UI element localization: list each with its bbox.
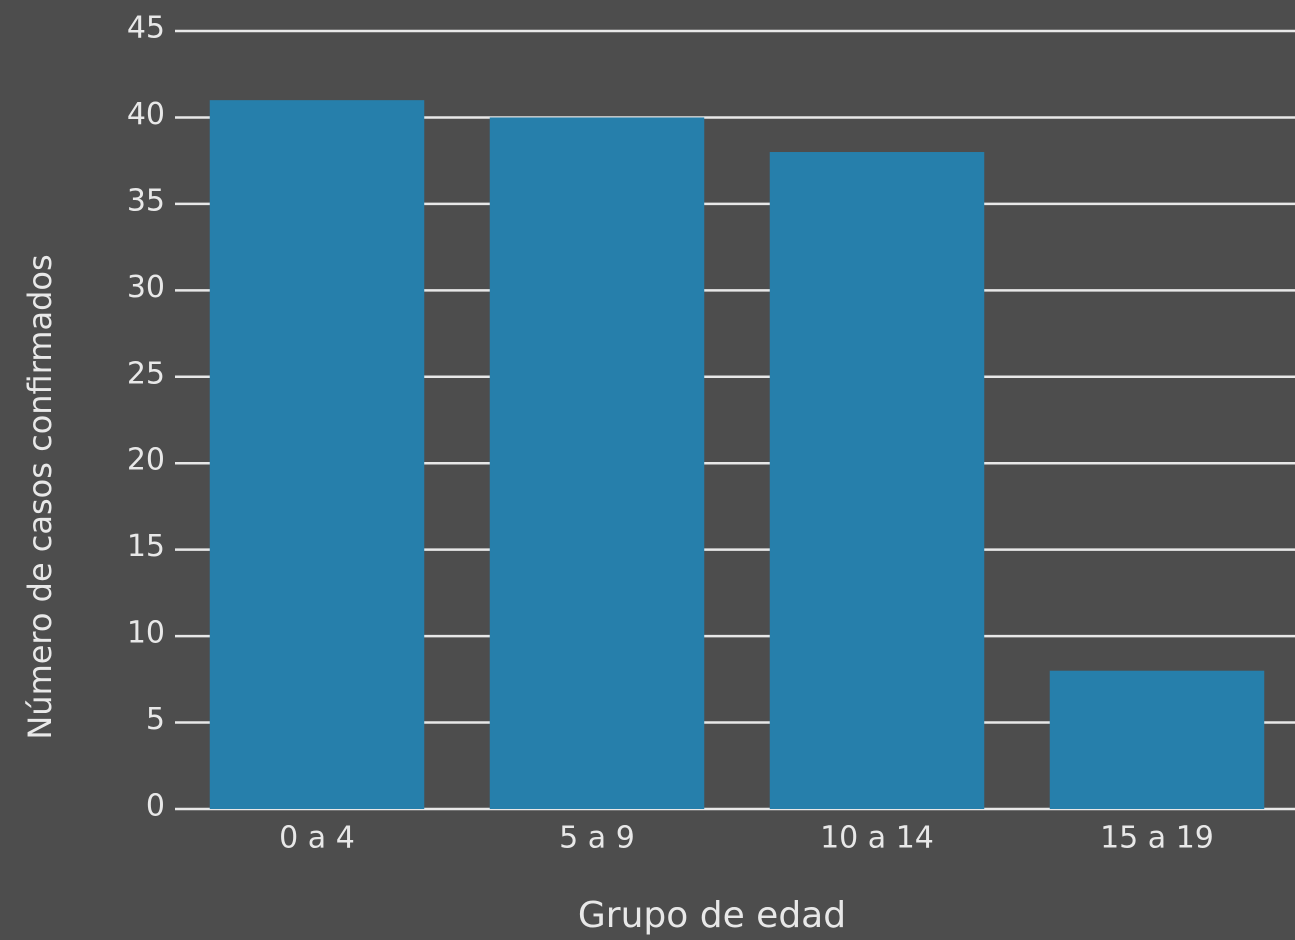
y-tick-label: 30 [127,270,165,305]
y-tick-label: 15 [127,529,165,564]
y-tick-label: 20 [127,443,165,478]
y-tick-label: 5 [146,702,165,737]
y-tick-label: 0 [146,789,165,824]
x-tick-label: 10 a 14 [820,821,934,856]
bar [769,152,985,809]
y-tick-label: 10 [127,616,165,651]
bar [1049,670,1265,809]
x-tick-label: 5 a 9 [559,821,635,856]
y-axis-label: Número de casos confirmados [21,254,59,739]
y-tick-label: 45 [127,11,165,46]
y-tick-label: 35 [127,183,165,218]
x-axis-label: Grupo de edad [578,895,846,936]
y-tick-label: 25 [127,356,165,391]
y-tick-label: 40 [127,97,165,132]
x-tick-label: 0 a 4 [279,821,355,856]
bar [489,117,705,809]
bar [209,100,425,809]
x-tick-label: 15 a 19 [1100,821,1214,856]
